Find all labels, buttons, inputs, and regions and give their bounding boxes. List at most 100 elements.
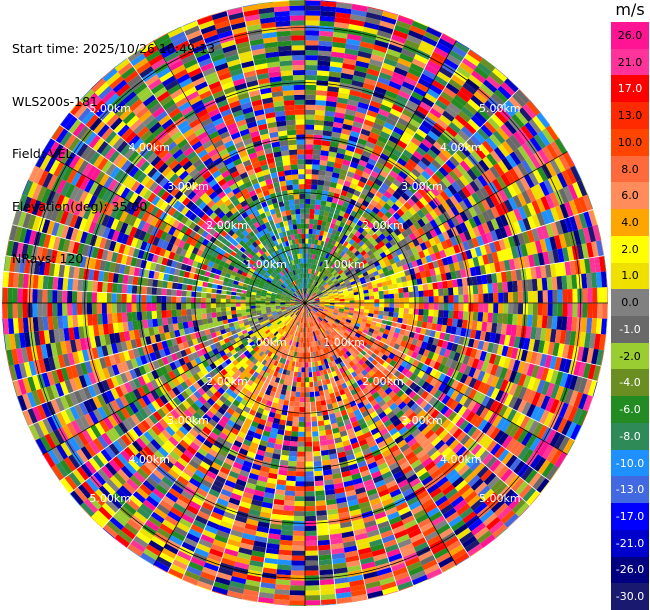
velocity-gate <box>353 173 362 181</box>
velocity-gate <box>408 308 414 315</box>
velocity-gate <box>397 253 405 261</box>
velocity-gate <box>387 43 403 53</box>
velocity-gate <box>318 294 324 298</box>
velocity-gate <box>278 549 292 556</box>
velocity-gate <box>305 570 320 576</box>
velocity-gate <box>370 246 378 254</box>
velocity-gate <box>359 296 365 301</box>
velocity-gate <box>285 485 296 492</box>
velocity-gate <box>309 303 315 306</box>
velocity-gate <box>544 237 553 252</box>
velocity-gate <box>305 550 319 556</box>
velocity-gate <box>381 99 394 109</box>
velocity-gate <box>342 159 351 167</box>
velocity-gate <box>329 141 339 148</box>
velocity-gate <box>505 137 518 152</box>
velocity-gate <box>413 190 423 201</box>
velocity-gate <box>279 544 293 551</box>
velocity-gate <box>369 131 380 140</box>
velocity-gate <box>404 39 420 50</box>
velocity-gate <box>433 226 442 236</box>
velocity-gate <box>335 107 347 114</box>
velocity-gate <box>581 347 589 363</box>
velocity-gate <box>318 278 323 283</box>
velocity-gate <box>391 148 403 158</box>
velocity-gate <box>420 156 432 167</box>
velocity-gate <box>433 206 443 217</box>
velocity-gate <box>555 205 565 221</box>
velocity-gate <box>416 105 430 116</box>
velocity-gate <box>315 100 327 106</box>
velocity-gate <box>307 288 309 294</box>
velocity-gate <box>307 294 311 299</box>
velocity-gate <box>334 21 350 29</box>
velocity-gate <box>578 196 588 213</box>
velocity-gate <box>607 287 608 303</box>
velocity-gate <box>366 250 374 257</box>
velocity-gate <box>486 208 496 221</box>
velocity-gate <box>323 276 329 281</box>
velocity-gate <box>524 122 538 137</box>
velocity-gate <box>518 107 533 122</box>
velocity-gate <box>323 210 330 217</box>
velocity-gate <box>343 58 357 66</box>
velocity-gate <box>344 305 350 308</box>
velocity-gate <box>402 251 410 259</box>
velocity-gate <box>316 255 321 261</box>
velocity-gate <box>328 71 342 78</box>
velocity-gate <box>409 254 417 263</box>
velocity-gate <box>317 291 322 295</box>
velocity-gate <box>448 310 454 319</box>
velocity-gate <box>305 114 315 120</box>
velocity-gate <box>294 501 305 507</box>
velocity-gate <box>463 208 473 220</box>
velocity-gate <box>589 257 596 273</box>
velocity-gate <box>413 221 422 231</box>
velocity-gate <box>558 233 567 249</box>
velocity-gate <box>305 565 319 571</box>
velocity-gate <box>326 161 335 168</box>
velocity-gate <box>477 255 485 266</box>
velocity-gate <box>306 273 309 279</box>
velocity-gate <box>319 210 325 216</box>
velocity-gate <box>498 238 507 251</box>
velocity-gate <box>292 421 299 427</box>
velocity-gate <box>397 216 406 225</box>
velocity-gate <box>330 276 336 282</box>
velocity-gate <box>487 312 494 323</box>
velocity-gate <box>363 289 369 294</box>
velocity-gate <box>358 46 373 54</box>
velocity-gate <box>333 31 348 39</box>
velocity-gate <box>513 257 521 270</box>
velocity-gate <box>532 339 541 353</box>
velocity-gate <box>311 416 318 422</box>
velocity-gate <box>305 243 309 249</box>
velocity-gate <box>522 204 532 218</box>
velocity-gate <box>507 281 513 293</box>
velocity-gate <box>344 113 355 121</box>
velocity-gate <box>356 270 363 276</box>
velocity-gate <box>542 146 554 162</box>
velocity-gate <box>358 97 371 105</box>
velocity-gate <box>503 334 511 347</box>
velocity-gate <box>424 180 434 191</box>
velocity-gate <box>378 71 393 81</box>
velocity-gate <box>319 266 323 273</box>
velocity-gate <box>467 49 483 63</box>
velocity-gate <box>488 293 494 303</box>
velocity-gate <box>318 284 323 289</box>
velocity-gate <box>313 465 323 472</box>
velocity-gate <box>391 103 404 113</box>
velocity-gate <box>331 172 340 179</box>
velocity-gate <box>349 161 359 169</box>
velocity-gate <box>331 239 337 246</box>
velocity-gate <box>424 328 432 337</box>
velocity-gate <box>603 334 607 351</box>
velocity-gate <box>305 302 310 303</box>
velocity-gate <box>337 248 343 255</box>
velocity-gate <box>409 303 415 309</box>
velocity-gate <box>484 100 498 114</box>
velocity-gate <box>462 355 470 366</box>
velocity-gate <box>448 49 465 62</box>
velocity-gate <box>347 287 353 292</box>
